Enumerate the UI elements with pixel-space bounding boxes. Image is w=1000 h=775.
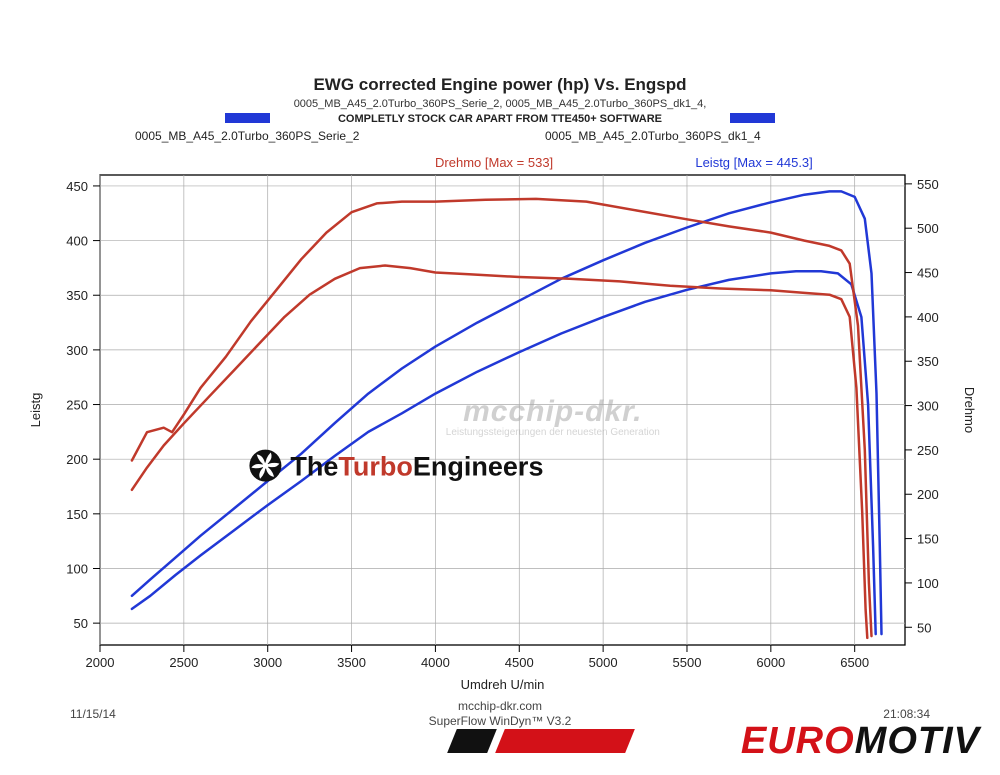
annotation-torque: Drehmo [Max = 533]	[435, 155, 553, 170]
svg-text:200: 200	[66, 452, 88, 467]
brand-stripe	[495, 729, 635, 753]
svg-text:350: 350	[66, 288, 88, 303]
dyno-chart: 2000 2500 3000 3500 4000 4500 5000 5500 6000 6500…	[0, 0, 1000, 775]
footer-time: 21:08:34	[883, 707, 930, 721]
svg-text:150: 150	[66, 507, 88, 522]
svg-text:Leistungssteigerungen der neue: Leistungssteigerungen der neuesten Gener…	[446, 427, 660, 438]
footer-site: mcchip-dkr.com	[458, 699, 542, 713]
svg-text:6000: 6000	[756, 655, 785, 670]
svg-text:450: 450	[917, 266, 939, 281]
svg-text:Leistg: Leistg	[28, 393, 43, 428]
svg-text:2000: 2000	[86, 655, 115, 670]
svg-text:5000: 5000	[589, 655, 618, 670]
svg-text:4000: 4000	[421, 655, 450, 670]
brand-logo-part1: EURO	[741, 720, 855, 762]
svg-text:300: 300	[917, 399, 939, 414]
footer-software: SuperFlow WinDyn™ V3.2	[429, 714, 572, 728]
svg-text:250: 250	[66, 398, 88, 413]
watermark-mcchip: mcchip-dkr.	[463, 395, 642, 428]
svg-text:450: 450	[66, 179, 88, 194]
svg-text:6500: 6500	[840, 655, 869, 670]
svg-text:50: 50	[917, 620, 931, 635]
svg-text:Drehmo: Drehmo	[962, 387, 977, 433]
svg-text:400: 400	[917, 310, 939, 325]
svg-text:550: 550	[917, 177, 939, 192]
svg-text:300: 300	[66, 343, 88, 358]
footer-date: 11/15/14	[70, 707, 116, 721]
watermark-tte: TheTurboEngineers	[249, 450, 543, 482]
svg-text:100: 100	[917, 576, 939, 591]
svg-text:3000: 3000	[253, 655, 282, 670]
svg-text:50: 50	[74, 616, 88, 631]
svg-text:Umdreh U/min: Umdreh U/min	[461, 677, 545, 692]
svg-text:100: 100	[66, 561, 88, 576]
svg-text:3500: 3500	[337, 655, 366, 670]
brand-logo: EUROMOTIV	[741, 720, 980, 763]
svg-text:150: 150	[917, 532, 939, 547]
svg-text:400: 400	[66, 234, 88, 249]
run-label-right: 0005_MB_A45_2.0Turbo_360PS_dk1_4	[545, 129, 761, 143]
svg-text:5500: 5500	[673, 655, 702, 670]
svg-text:4500: 4500	[505, 655, 534, 670]
svg-text:350: 350	[917, 354, 939, 369]
svg-text:250: 250	[917, 443, 939, 458]
annotation-power: Leistg [Max = 445.3]	[695, 155, 812, 170]
svg-text:TheTurboEngineers: TheTurboEngineers	[290, 452, 543, 482]
svg-text:2500: 2500	[169, 655, 198, 670]
brand-logo-part2: MOTIV	[855, 720, 980, 762]
svg-text:200: 200	[917, 487, 939, 502]
chart-title: EWG corrected Engine power (hp) Vs. Engs…	[313, 75, 686, 94]
run-label-left: 0005_MB_A45_2.0Turbo_360PS_Serie_2	[135, 129, 360, 143]
legend-text: COMPLETLY STOCK CAR APART FROM TTE450+ S…	[338, 113, 662, 125]
svg-text:500: 500	[917, 221, 939, 236]
chart-subtitle: 0005_MB_A45_2.0Turbo_360PS_Serie_2, 0005…	[294, 98, 707, 110]
